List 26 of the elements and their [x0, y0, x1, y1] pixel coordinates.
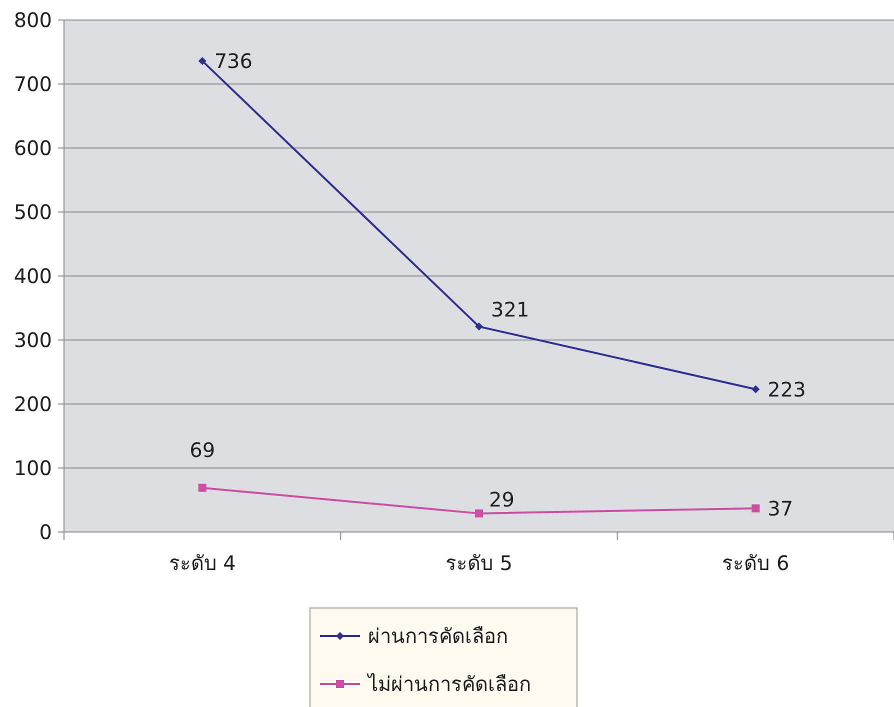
point	[475, 509, 483, 518]
y-tick-label: 300	[14, 328, 52, 352]
data-label: 29	[489, 487, 514, 512]
data-label: 37	[768, 496, 794, 520]
y-tick-label: 400	[14, 264, 52, 288]
y-tick-label: 100	[14, 456, 52, 480]
point	[752, 385, 760, 394]
y-tick-label: 700	[14, 72, 52, 96]
y-tick-label: 800	[14, 8, 52, 32]
data-label: 736	[214, 48, 253, 73]
point	[198, 56, 206, 65]
legend-label: ผ่านการคัดเลือก	[368, 624, 508, 648]
y-tick-label: 500	[14, 200, 52, 224]
y-tick-label: 0	[39, 520, 52, 544]
y-tick-label: 200	[14, 392, 52, 416]
x-tick-label: ระดับ 5	[445, 551, 513, 575]
point	[475, 322, 483, 331]
data-label: 223	[768, 377, 806, 402]
data-label: 69	[190, 438, 216, 462]
point	[752, 504, 760, 512]
x-tick-label: ระดับ 6	[722, 551, 790, 575]
data-label: 321	[491, 298, 530, 322]
x-tick-label: ระดับ 4	[168, 551, 236, 575]
legend-label: ไม่ผ่านการคัดเลือก	[366, 672, 531, 696]
y-tick-label: 600	[14, 136, 52, 160]
point	[198, 484, 206, 492]
